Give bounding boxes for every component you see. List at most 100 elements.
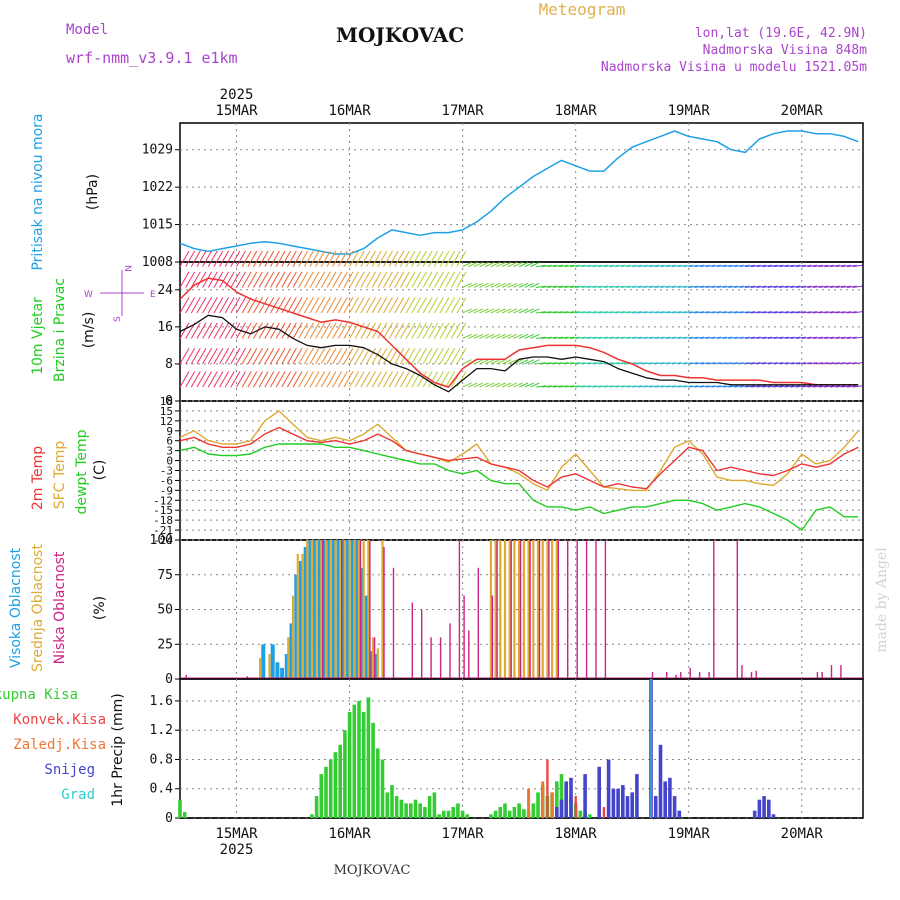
wind-barb: [428, 348, 439, 365]
cloud-bar: [362, 540, 365, 679]
wind-barb: [439, 322, 450, 339]
y-tick-label: 75: [157, 568, 173, 583]
wind-barb: [388, 271, 399, 288]
cloud-bar: [339, 540, 342, 679]
wind-barb: [473, 359, 484, 365]
wind-barb: [349, 297, 360, 314]
wind-barb: [722, 264, 733, 268]
wind-barb: [592, 362, 603, 365]
wind-barb: [247, 371, 258, 388]
wind-barb: [671, 311, 682, 314]
wind-barb: [722, 311, 733, 314]
y-tick-label: 25: [157, 637, 173, 652]
wind-barb: [462, 359, 472, 365]
wind-barb: [496, 282, 506, 288]
precip-bar: [465, 814, 470, 818]
cloud-bar: [567, 540, 569, 679]
wind-barb: [705, 336, 716, 339]
wind-barb: [377, 297, 388, 314]
wind-barb: [824, 362, 835, 365]
wind-barb: [835, 311, 846, 314]
wind-barb: [473, 333, 484, 339]
dewpoint-line: [179, 443, 859, 531]
wind-barb: [219, 371, 230, 388]
wind-barb: [501, 359, 512, 365]
cloud-bar: [698, 672, 701, 679]
wind-barb: [501, 282, 512, 288]
cloud-bar: [816, 672, 819, 679]
wind-barb: [643, 385, 654, 388]
wind-barb: [615, 385, 626, 388]
precip-bar: [762, 796, 766, 818]
wind-barb: [779, 362, 790, 365]
wind-barb: [649, 385, 660, 388]
wind-barb: [411, 322, 422, 339]
wind-barb: [247, 250, 258, 267]
model-elevation-text: Nadmorska Visina u modelu 1521.05m: [601, 60, 867, 75]
wind-barb: [852, 311, 863, 314]
cloud-bar: [666, 672, 668, 679]
wind-barb: [207, 322, 218, 339]
wind-barb: [422, 250, 433, 267]
y-tick-label: 12: [160, 415, 173, 428]
wind-barb: [739, 264, 750, 268]
wind-barb: [400, 371, 410, 388]
wind-barb: [366, 297, 376, 314]
y-tick-label: -9: [160, 484, 173, 497]
wind-barb: [716, 385, 727, 388]
wind-barb: [230, 348, 241, 365]
cloud-bar: [750, 672, 753, 679]
wind-barb: [666, 311, 676, 314]
cloud-bar: [555, 540, 558, 679]
cloud-bar: [821, 672, 823, 679]
cloud-bar: [527, 540, 530, 679]
cloud-bar: [322, 540, 324, 679]
wind-barb: [705, 362, 716, 365]
wind-barb: [666, 385, 676, 388]
wind-barb: [190, 348, 201, 365]
wind-barb: [536, 264, 546, 268]
wind-barb: [433, 250, 444, 267]
wind-barb: [337, 271, 348, 288]
wind-barb: [309, 271, 320, 288]
wind-barb: [835, 336, 846, 339]
cloud-bar: [296, 553, 299, 679]
wind-barb: [575, 362, 586, 365]
wind-barb: [852, 336, 863, 339]
y-tick-label: -3: [160, 465, 173, 478]
wind-barb: [603, 264, 614, 268]
wind-barb: [592, 336, 603, 339]
wind-barb: [779, 385, 790, 388]
wind-barb: [473, 261, 484, 268]
wind-barb: [349, 322, 360, 339]
wind-barb: [292, 271, 303, 288]
wind-barb: [716, 336, 727, 339]
wind-barb: [468, 308, 478, 314]
wind-barb: [326, 297, 337, 314]
wind-barb: [433, 371, 444, 388]
wind-barb: [637, 264, 648, 268]
wind-barb: [745, 311, 756, 314]
wind-barb: [620, 336, 631, 339]
wind-barb: [756, 385, 767, 388]
cloud-bar: [270, 644, 275, 680]
wind-barb: [682, 336, 693, 339]
wind-barb: [400, 322, 410, 339]
wind-barb: [824, 285, 835, 288]
wind-barb: [518, 359, 529, 365]
cloud-bar: [458, 540, 461, 679]
wind-barb: [281, 348, 292, 365]
wind-barb: [609, 311, 620, 314]
wind-barb: [711, 264, 722, 268]
wind-barb: [303, 271, 314, 288]
cloud-bar: [840, 665, 842, 679]
wind-barb: [450, 297, 461, 314]
wind-barb: [569, 385, 580, 388]
wind-barb: [609, 385, 620, 388]
wind-barb: [394, 250, 405, 267]
cloud-bar: [595, 540, 597, 679]
wind-barb: [750, 385, 761, 388]
precip-bar: [606, 759, 611, 818]
wind-barb: [558, 362, 569, 365]
y-tick-label: -6: [160, 474, 173, 487]
